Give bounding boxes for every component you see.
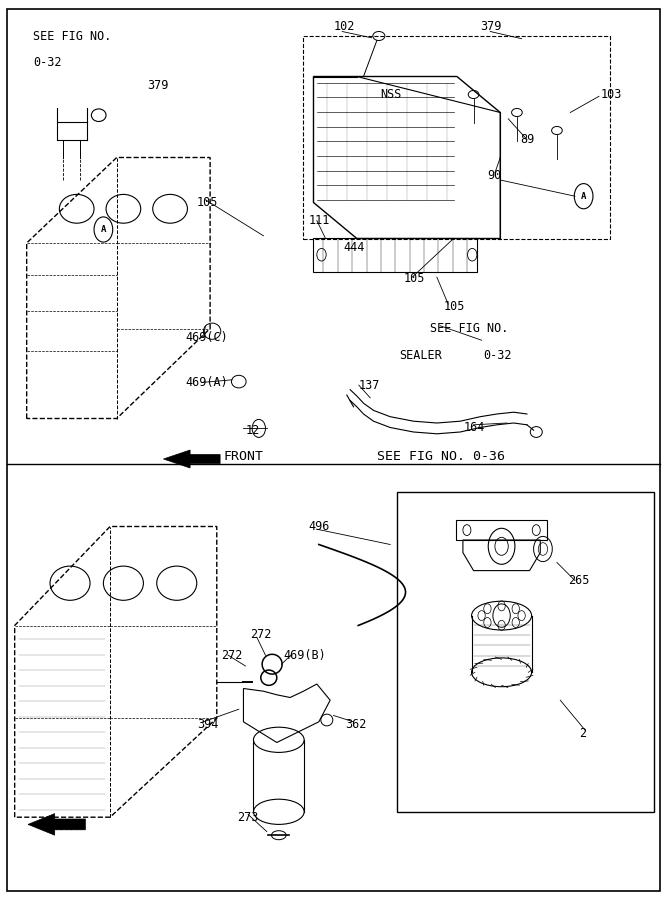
Text: SEE FIG NO.: SEE FIG NO.: [430, 322, 509, 335]
Text: 272: 272: [221, 649, 243, 662]
Bar: [303, 36, 610, 238]
Text: FRONT: FRONT: [223, 450, 263, 463]
Text: 0-32: 0-32: [484, 349, 512, 362]
Text: 105: 105: [444, 300, 465, 312]
Text: 444: 444: [344, 241, 365, 254]
Text: 272: 272: [250, 628, 271, 641]
Text: FRONT: FRONT: [41, 820, 81, 832]
Bar: [456, 520, 547, 540]
Text: 469(A): 469(A): [185, 376, 228, 389]
Text: 90: 90: [487, 169, 501, 182]
Text: 103: 103: [600, 88, 622, 101]
Text: 12: 12: [245, 424, 259, 436]
Text: 111: 111: [308, 214, 329, 227]
Bar: [397, 492, 654, 812]
Text: A: A: [581, 192, 586, 201]
Text: 469(B): 469(B): [283, 649, 326, 662]
Text: 137: 137: [359, 379, 380, 392]
Text: 105: 105: [404, 273, 425, 285]
Text: SEALER: SEALER: [399, 349, 442, 362]
Text: 496: 496: [308, 520, 329, 533]
Text: 105: 105: [197, 196, 218, 209]
Text: 379: 379: [480, 21, 502, 33]
Polygon shape: [163, 450, 220, 468]
Text: 265: 265: [568, 574, 590, 587]
Text: 379: 379: [147, 79, 168, 92]
Text: 2: 2: [579, 727, 586, 740]
Text: 102: 102: [334, 21, 355, 33]
Bar: [313, 238, 477, 272]
Text: 164: 164: [464, 421, 485, 434]
Text: 394: 394: [197, 718, 218, 731]
Text: NSS: NSS: [380, 88, 402, 101]
Text: SEE FIG NO.: SEE FIG NO.: [33, 30, 112, 42]
Polygon shape: [28, 814, 85, 835]
Text: 469(C): 469(C): [185, 331, 228, 344]
Text: A: A: [101, 225, 106, 234]
Text: 0-32: 0-32: [33, 57, 62, 69]
Text: 362: 362: [346, 718, 367, 731]
Text: SEE FIG NO. 0-36: SEE FIG NO. 0-36: [377, 450, 505, 463]
Text: 273: 273: [237, 811, 258, 824]
Text: 89: 89: [520, 133, 534, 146]
